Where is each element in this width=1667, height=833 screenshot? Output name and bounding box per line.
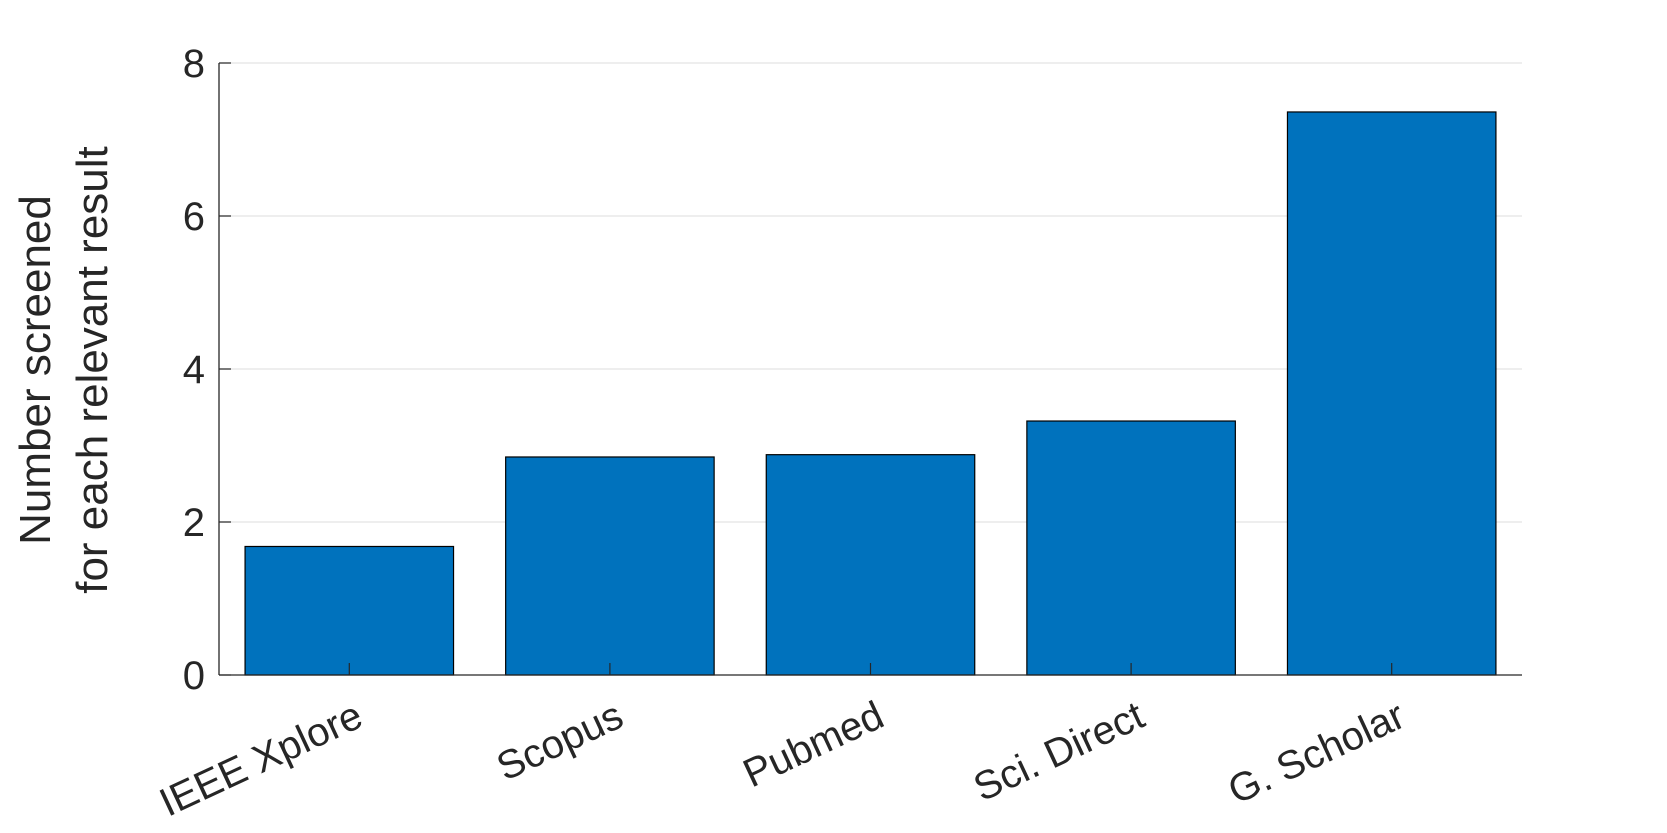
bar-g-scholar <box>1286 111 1497 676</box>
y-tick-label: 8 <box>183 42 205 86</box>
axes <box>218 62 1522 676</box>
bar-sci-direct <box>1026 420 1236 676</box>
bar-ieee-xplore <box>244 545 455 676</box>
y-tick-label: 0 <box>183 654 205 698</box>
y-axis-label-line-2: for each relevant result <box>68 146 117 594</box>
y-tick-labels: 0 2 4 6 8 <box>183 42 205 698</box>
y-tick-label: 6 <box>183 195 205 239</box>
x-tick-label: Sci. Direct <box>967 693 1151 810</box>
x-tick-label: Scopus <box>490 693 630 789</box>
bars <box>244 111 1497 676</box>
bar-pubmed <box>765 454 976 676</box>
y-tick-label: 2 <box>183 501 205 545</box>
y-axis-label: Number screened for each relevant result <box>11 146 117 594</box>
y-tick-label: 4 <box>183 348 205 392</box>
x-tick-label: G. Scholar <box>1222 693 1412 813</box>
x-tick-label: IEEE Xplore <box>153 693 369 825</box>
bar-scopus <box>505 456 715 676</box>
x-tick-labels: IEEE Xplore Scopus Pubmed Sci. Direct G. Sch… <box>153 693 1411 825</box>
y-axis-label-line-1: Number screened <box>11 195 60 545</box>
x-tick-label: Pubmed <box>737 693 891 796</box>
